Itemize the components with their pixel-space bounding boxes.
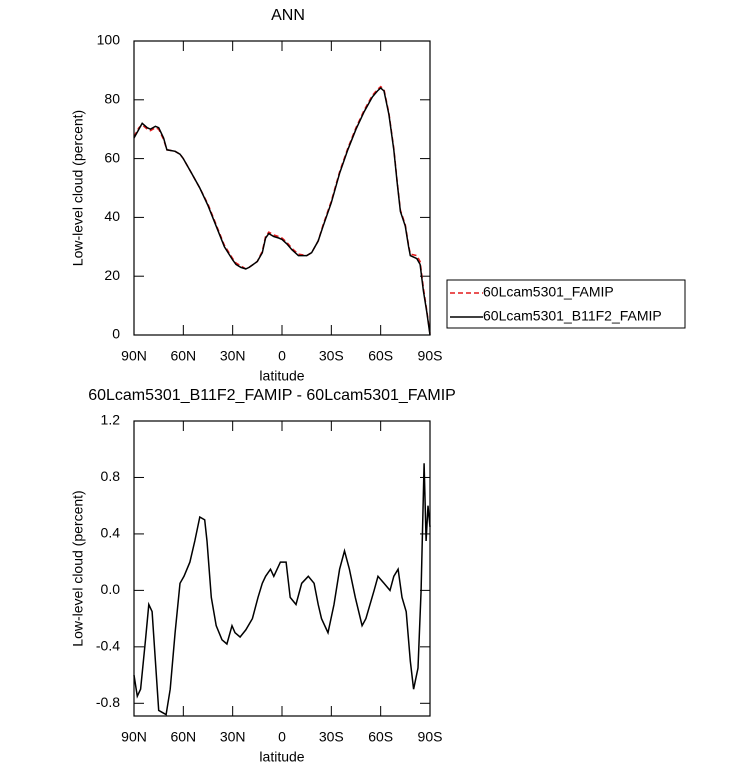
chart-title: ANN [271,7,305,24]
x-tick-label: 90S [418,348,443,364]
data-line [133,86,431,336]
x-tick-label: 30N [220,729,246,745]
x-tick-label: 90S [418,729,443,745]
x-tick-label: 30S [319,348,344,364]
y-tick-label: 0.8 [101,468,121,484]
x-tick-label: 60N [170,348,196,364]
x-tick-label: 60S [368,729,393,745]
chart-title: 60Lcam5301_B11F2_FAMIP - 60Lcam5301_FAMI… [88,387,456,404]
y-tick-label: 1.2 [101,412,121,428]
x-tick-label: 0 [278,348,286,364]
x-tick-label: 0 [278,729,286,745]
x-axis-label: latitude [259,368,304,384]
x-tick-label: 30N [220,348,246,364]
x-tick-label: 90N [121,729,147,745]
x-axis-label: latitude [259,749,304,765]
legend-label: 60Lcam5301_FAMIP [483,284,614,300]
x-tick-label: 30S [319,729,344,745]
x-tick-label: 60N [170,729,196,745]
legend-label: 60Lcam5301_B11F2_FAMIP [483,308,662,324]
y-tick-label: -0.8 [96,694,120,710]
data-line [133,85,431,334]
y-tick-label: 0.0 [101,581,121,597]
y-tick-label: 0 [112,326,120,342]
y-tick-label: 0.4 [101,525,121,541]
plot-frame [133,420,431,717]
y-axis-label: Low-level cloud (percent) [70,110,86,266]
y-axis-label: Low-level cloud (percent) [70,490,86,646]
y-tick-label: 100 [97,32,121,48]
plot-frame [133,40,431,336]
y-tick-label: 20 [104,267,120,283]
x-tick-label: 90N [121,348,147,364]
legend-box [446,279,686,329]
y-tick-label: 40 [104,208,120,224]
y-tick-label: 60 [104,149,120,165]
y-tick-label: 80 [104,91,120,107]
x-tick-label: 60S [368,348,393,364]
y-tick-label: -0.4 [96,638,120,654]
data-line [133,463,431,716]
